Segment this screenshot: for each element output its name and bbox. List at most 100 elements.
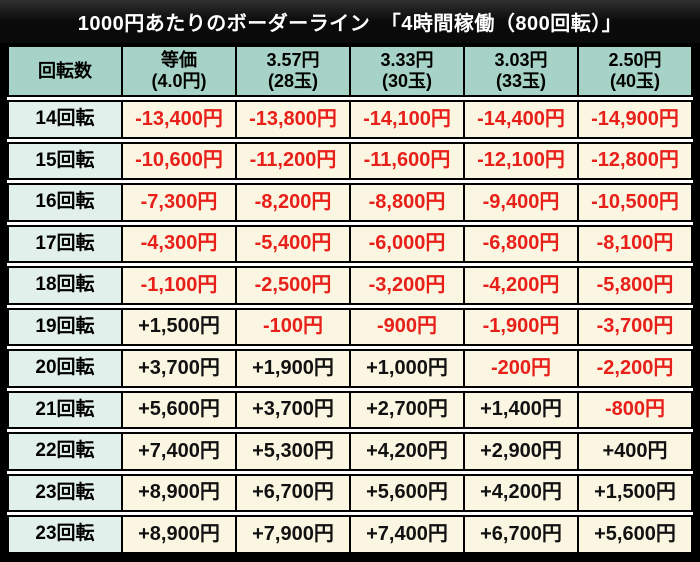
value-cell: +400円 [577, 432, 693, 471]
column-header: 3.33円 (30玉) [349, 45, 465, 97]
value-cell: -4,300円 [121, 224, 237, 263]
value-cell: -14,400円 [463, 100, 579, 139]
table-wrap: 回転数 等価 (4.0円) 3.57円 (28玉) 3.33円 (30玉) 3.03円 (33玉… [0, 43, 700, 562]
value-cell: -2,500円 [235, 266, 351, 305]
header-row: 回転数 等価 (4.0円) 3.57円 (28玉) 3.33円 (30玉) 3.03円 (33玉… [7, 45, 693, 97]
column-header-line2: (28玉) [267, 71, 318, 91]
value-cell: +6,700円 [463, 515, 579, 554]
value-cell: -800円 [577, 390, 693, 429]
value-cell: +5,300円 [235, 432, 351, 471]
value-cell: -5,800円 [577, 266, 693, 305]
table-row: 16回転 -7,300円 -8,200円 -8,800円 -9,400円 -10,500円 [7, 183, 693, 222]
value-cell: -11,200円 [235, 141, 351, 180]
value-cell: +8,900円 [121, 515, 237, 554]
column-header-line1: 等価 [161, 50, 197, 71]
row-label: 19回転 [7, 307, 123, 346]
table-row: 23回転 +8,900円 +7,900円 +7,400円 +6,700円 +5,600円 [7, 515, 693, 554]
value-cell: -7,300円 [121, 183, 237, 222]
column-header-line1: 3.03円 [494, 50, 548, 71]
value-cell: -2,200円 [577, 349, 693, 388]
value-cell: -8,100円 [577, 224, 693, 263]
table-row: 22回転 +7,400円 +5,300円 +4,200円 +2,900円 +400円 [7, 432, 693, 471]
value-cell: +7,400円 [349, 515, 465, 554]
value-cell: -1,900円 [463, 307, 579, 346]
column-header-line2: (4.0円) [151, 71, 207, 91]
table-row: 23回転 +8,900円 +6,700円 +5,600円 +4,200円 +1,500円 [7, 473, 693, 512]
value-cell: -6,000円 [349, 224, 465, 263]
value-cell: -1,100円 [121, 266, 237, 305]
value-cell: +5,600円 [349, 473, 465, 512]
column-header-line1: 3.33円 [380, 50, 434, 71]
page-title: 1000円あたりのボーダーライン 「4時間稼働（800回転）」 [77, 13, 623, 35]
column-header-line2: (40玉) [609, 71, 660, 91]
value-cell: +1,500円 [121, 307, 237, 346]
value-cell: +1,400円 [463, 390, 579, 429]
column-header: 3.03円 (33玉) [463, 45, 579, 97]
table-row: 21回転 +5,600円 +3,700円 +2,700円 +1,400円 -800円 [7, 390, 693, 429]
value-cell: -6,800円 [463, 224, 579, 263]
table-row: 17回転 -4,300円 -5,400円 -6,000円 -6,800円 -8,100円 [7, 224, 693, 263]
value-cell: +4,200円 [463, 473, 579, 512]
value-cell: +1,000円 [349, 349, 465, 388]
row-label: 17回転 [7, 224, 123, 263]
column-header: 等価 (4.0円) [121, 45, 237, 97]
table-row: 14回転 -13,400円 -13,800円 -14,100円 -14,400円 -14,… [7, 100, 693, 139]
column-header-line1: 3.57円 [266, 50, 320, 71]
row-label: 14回転 [7, 100, 123, 139]
value-cell: +3,700円 [121, 349, 237, 388]
column-header: 2.50円 (40玉) [577, 45, 693, 97]
value-cell: +8,900円 [121, 473, 237, 512]
value-cell: -11,600円 [349, 141, 465, 180]
value-cell: -5,400円 [235, 224, 351, 263]
value-cell: -13,400円 [121, 100, 237, 139]
value-cell: +4,200円 [349, 432, 465, 471]
row-label: 16回転 [7, 183, 123, 222]
value-cell: +1,900円 [235, 349, 351, 388]
value-cell: -900円 [349, 307, 465, 346]
value-cell: -9,400円 [463, 183, 579, 222]
value-cell: -3,200円 [349, 266, 465, 305]
table-row: 18回転 -1,100円 -2,500円 -3,200円 -4,200円 -5,800円 [7, 266, 693, 305]
row-label: 15回転 [7, 141, 123, 180]
table-row: 19回転 +1,500円 -100円 -900円 -1,900円 -3,700円 [7, 307, 693, 346]
value-cell: -8,200円 [235, 183, 351, 222]
column-header-line1: 回転数 [38, 60, 92, 81]
value-cell: +7,400円 [121, 432, 237, 471]
value-cell: +2,900円 [463, 432, 579, 471]
value-cell: -12,800円 [577, 141, 693, 180]
column-header-line1: 2.50円 [608, 50, 662, 71]
value-cell: +5,600円 [121, 390, 237, 429]
column-header: 3.57円 (28玉) [235, 45, 351, 97]
column-header-rotation: 回転数 [7, 45, 123, 97]
value-cell: -3,700円 [577, 307, 693, 346]
value-cell: +6,700円 [235, 473, 351, 512]
column-header-line2: (33玉) [495, 71, 546, 91]
value-cell: -10,500円 [577, 183, 693, 222]
value-cell: +3,700円 [235, 390, 351, 429]
value-cell: -12,100円 [463, 141, 579, 180]
row-label: 20回転 [7, 349, 123, 388]
table-row: 15回転 -10,600円 -11,200円 -11,600円 -12,100円 -12,… [7, 141, 693, 180]
value-cell: +7,900円 [235, 515, 351, 554]
value-cell: +5,600円 [577, 515, 693, 554]
value-cell: -13,800円 [235, 100, 351, 139]
row-label: 18回転 [7, 266, 123, 305]
value-cell: +2,700円 [349, 390, 465, 429]
value-cell: -14,100円 [349, 100, 465, 139]
row-label: 23回転 [7, 473, 123, 512]
title-bar: 1000円あたりのボーダーライン 「4時間稼働（800回転）」 [0, 0, 700, 43]
row-label: 21回転 [7, 390, 123, 429]
value-cell: -200円 [463, 349, 579, 388]
column-header-line2: (30玉) [381, 71, 432, 91]
value-cell: +1,500円 [577, 473, 693, 512]
value-cell: -100円 [235, 307, 351, 346]
value-cell: -8,800円 [349, 183, 465, 222]
value-cell: -4,200円 [463, 266, 579, 305]
row-label: 22回転 [7, 432, 123, 471]
value-cell: -14,900円 [577, 100, 693, 139]
table-row: 20回転 +3,700円 +1,900円 +1,000円 -200円 -2,200円 [7, 349, 693, 388]
border-table: 回転数 等価 (4.0円) 3.57円 (28玉) 3.33円 (30玉) 3.03円 (33玉… [7, 45, 693, 554]
value-cell: -10,600円 [121, 141, 237, 180]
row-label: 23回転 [7, 515, 123, 554]
